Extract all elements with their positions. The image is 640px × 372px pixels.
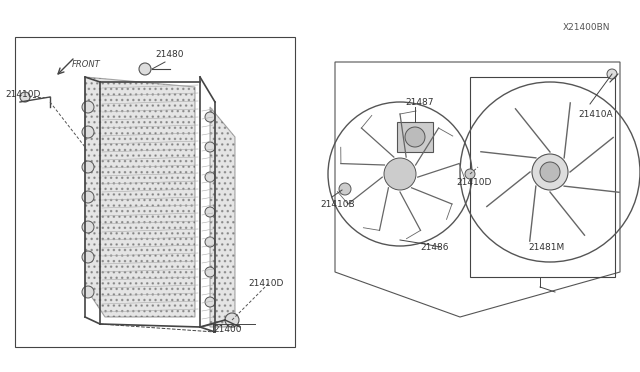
Text: 21410A: 21410A (578, 109, 612, 119)
Circle shape (540, 162, 560, 182)
Circle shape (205, 142, 215, 152)
Circle shape (339, 183, 351, 195)
Circle shape (532, 154, 568, 190)
Circle shape (205, 237, 215, 247)
Circle shape (205, 207, 215, 217)
Text: 21480: 21480 (155, 49, 184, 58)
Polygon shape (210, 107, 235, 327)
Bar (470, 77, 615, 277)
Text: 21486: 21486 (420, 244, 449, 253)
Circle shape (205, 267, 215, 277)
Text: 21487: 21487 (405, 97, 433, 106)
Circle shape (225, 313, 239, 327)
Circle shape (384, 158, 416, 190)
Text: 21481M: 21481M (528, 243, 564, 251)
Circle shape (405, 127, 425, 147)
Circle shape (82, 101, 94, 113)
Text: 21410D: 21410D (248, 279, 284, 289)
Circle shape (82, 221, 94, 233)
Circle shape (607, 69, 617, 79)
Polygon shape (85, 77, 195, 317)
Circle shape (82, 251, 94, 263)
Circle shape (82, 126, 94, 138)
Circle shape (205, 172, 215, 182)
Circle shape (82, 161, 94, 173)
Circle shape (82, 286, 94, 298)
Text: FRONT: FRONT (72, 60, 100, 68)
Circle shape (205, 112, 215, 122)
Text: 21410D: 21410D (5, 90, 40, 99)
Bar (15, 37, 295, 347)
Text: 21410D: 21410D (456, 177, 492, 186)
Circle shape (82, 191, 94, 203)
Bar (397, 122, 433, 152)
Text: 21400: 21400 (213, 326, 241, 334)
Circle shape (465, 169, 475, 179)
Text: X21400BN: X21400BN (563, 22, 611, 32)
Circle shape (139, 63, 151, 75)
Circle shape (20, 92, 30, 102)
Text: 21410B: 21410B (320, 199, 355, 208)
Circle shape (205, 297, 215, 307)
